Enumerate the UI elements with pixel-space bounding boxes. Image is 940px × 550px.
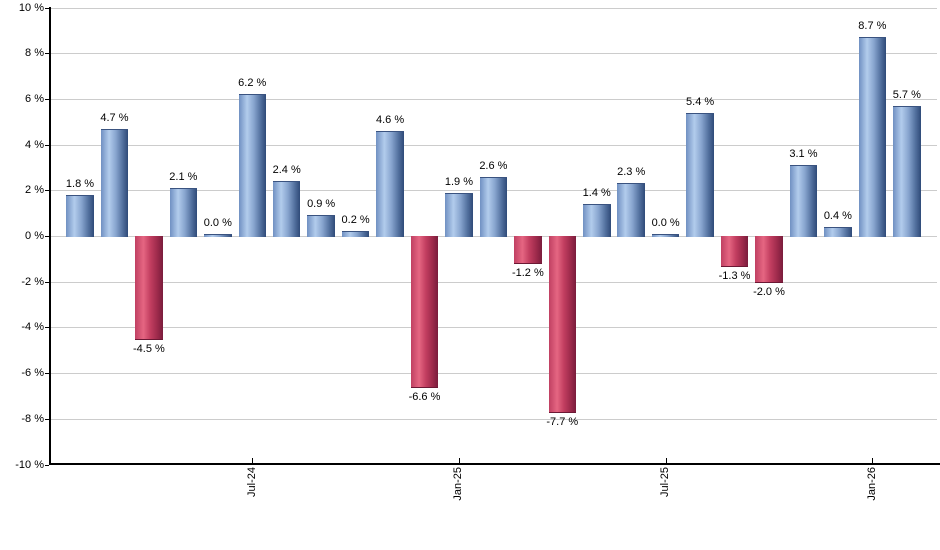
x-axis-tick-label: Jul-25: [659, 467, 672, 497]
y-axis-tick-label: 6 %: [25, 92, 44, 105]
bar[interactable]: [583, 204, 611, 237]
y-axis-tick-label: -10 %: [15, 458, 44, 471]
y-axis-tick-label: 0 %: [25, 230, 44, 242]
bar-value-label: -2.0 %: [753, 285, 785, 298]
bar-value-label: 1.8 %: [65, 177, 95, 190]
y-axis-tick: [45, 236, 49, 237]
y-axis-tick: [45, 190, 49, 192]
y-axis-tick: [45, 98, 49, 100]
bar[interactable]: [100, 128, 129, 237]
bar-value-label: 0.0 %: [203, 217, 232, 229]
bar-value-label: 8.7 %: [858, 20, 887, 33]
y-axis-tick: [45, 327, 49, 329]
y-axis-tick-label: -8 %: [21, 412, 44, 425]
bar[interactable]: [720, 236, 749, 267]
gridline: [49, 53, 937, 55]
bar-value-label: 4.6 %: [375, 113, 405, 126]
bar[interactable]: [135, 236, 163, 340]
bar-value-label: 2.4 %: [272, 164, 301, 177]
bar[interactable]: [755, 236, 783, 283]
gridline: [49, 98, 937, 100]
x-axis-tick: [458, 458, 460, 463]
y-axis-tick-label: -2 %: [21, 275, 44, 288]
bar-value-label: 2.6 %: [479, 159, 508, 172]
bar[interactable]: [686, 112, 714, 237]
bar[interactable]: [445, 192, 473, 237]
gridline: [49, 281, 937, 283]
bar[interactable]: [376, 130, 404, 237]
bar[interactable]: [893, 105, 921, 237]
y-axis-line: [49, 7, 51, 463]
bar-value-label: 3.1 %: [789, 148, 818, 161]
bar[interactable]: [341, 231, 370, 237]
bar[interactable]: [204, 234, 232, 237]
y-axis-tick: [45, 53, 49, 55]
x-axis-tick: [665, 458, 667, 463]
bar-value-label: 0.0 %: [651, 217, 680, 229]
bar[interactable]: [169, 188, 198, 237]
bar[interactable]: [272, 181, 301, 237]
bar[interactable]: [858, 37, 887, 237]
y-axis-tick: [45, 464, 49, 466]
bar-value-label: 4.7 %: [100, 111, 129, 124]
y-axis-tick-label: 4 %: [25, 138, 44, 151]
bar-value-label: 0.9 %: [307, 198, 336, 211]
x-axis-tick: [252, 458, 254, 463]
bar[interactable]: [410, 236, 439, 388]
y-axis-tick: [45, 281, 49, 283]
bar[interactable]: [514, 236, 542, 265]
y-axis-tick: [45, 144, 49, 146]
bar-value-label: -4.5 %: [132, 342, 165, 355]
bar-value-label: 1.9 %: [444, 175, 473, 188]
bar-value-label: 2.1 %: [169, 171, 198, 183]
x-axis-tick-label: Jul-24: [245, 467, 258, 497]
y-axis-tick-label: -4 %: [21, 321, 44, 334]
y-axis-tick-label: -6 %: [21, 367, 44, 380]
x-axis-line: [49, 463, 940, 465]
bar-value-label: -7.7 %: [546, 415, 579, 428]
bar-value-label: 5.4 %: [686, 95, 715, 108]
bar-value-label: -6.6 %: [408, 390, 441, 403]
gridline: [49, 7, 937, 9]
bar-value-label: -1.2 %: [511, 267, 544, 280]
bar-value-label: 6.2 %: [238, 77, 267, 90]
bar[interactable]: [66, 194, 94, 237]
bar[interactable]: [548, 236, 577, 413]
x-axis-tick-label: Jan-25: [452, 467, 465, 501]
bar[interactable]: [479, 176, 508, 237]
gridline: [49, 144, 937, 146]
gridline: [49, 327, 937, 329]
y-axis-tick: [45, 373, 49, 375]
bar-value-label: 5.7 %: [892, 88, 921, 101]
bar-value-label: 1.4 %: [582, 187, 611, 199]
y-axis-tick: [45, 418, 49, 420]
bar[interactable]: [307, 215, 335, 237]
y-axis-tick: [45, 7, 49, 9]
bar-value-label: 2.3 %: [617, 166, 646, 179]
y-axis-tick-label: 10 %: [18, 1, 44, 14]
bar-value-label: 0.4 %: [823, 209, 852, 222]
gridline: [49, 418, 937, 420]
bar-value-label: 0.2 %: [341, 214, 370, 227]
bar[interactable]: [617, 183, 645, 237]
bar-value-label: -1.3 %: [718, 269, 751, 282]
bar[interactable]: [824, 226, 852, 237]
x-axis-tick: [872, 458, 874, 463]
y-axis-tick-label: 8 %: [25, 47, 44, 60]
bar[interactable]: [238, 94, 266, 237]
gridline: [49, 373, 937, 375]
bar[interactable]: [789, 165, 818, 237]
y-axis-tick-label: 2 %: [25, 184, 44, 197]
x-axis-tick-label: Jan-26: [865, 467, 878, 501]
bar[interactable]: [651, 234, 680, 237]
